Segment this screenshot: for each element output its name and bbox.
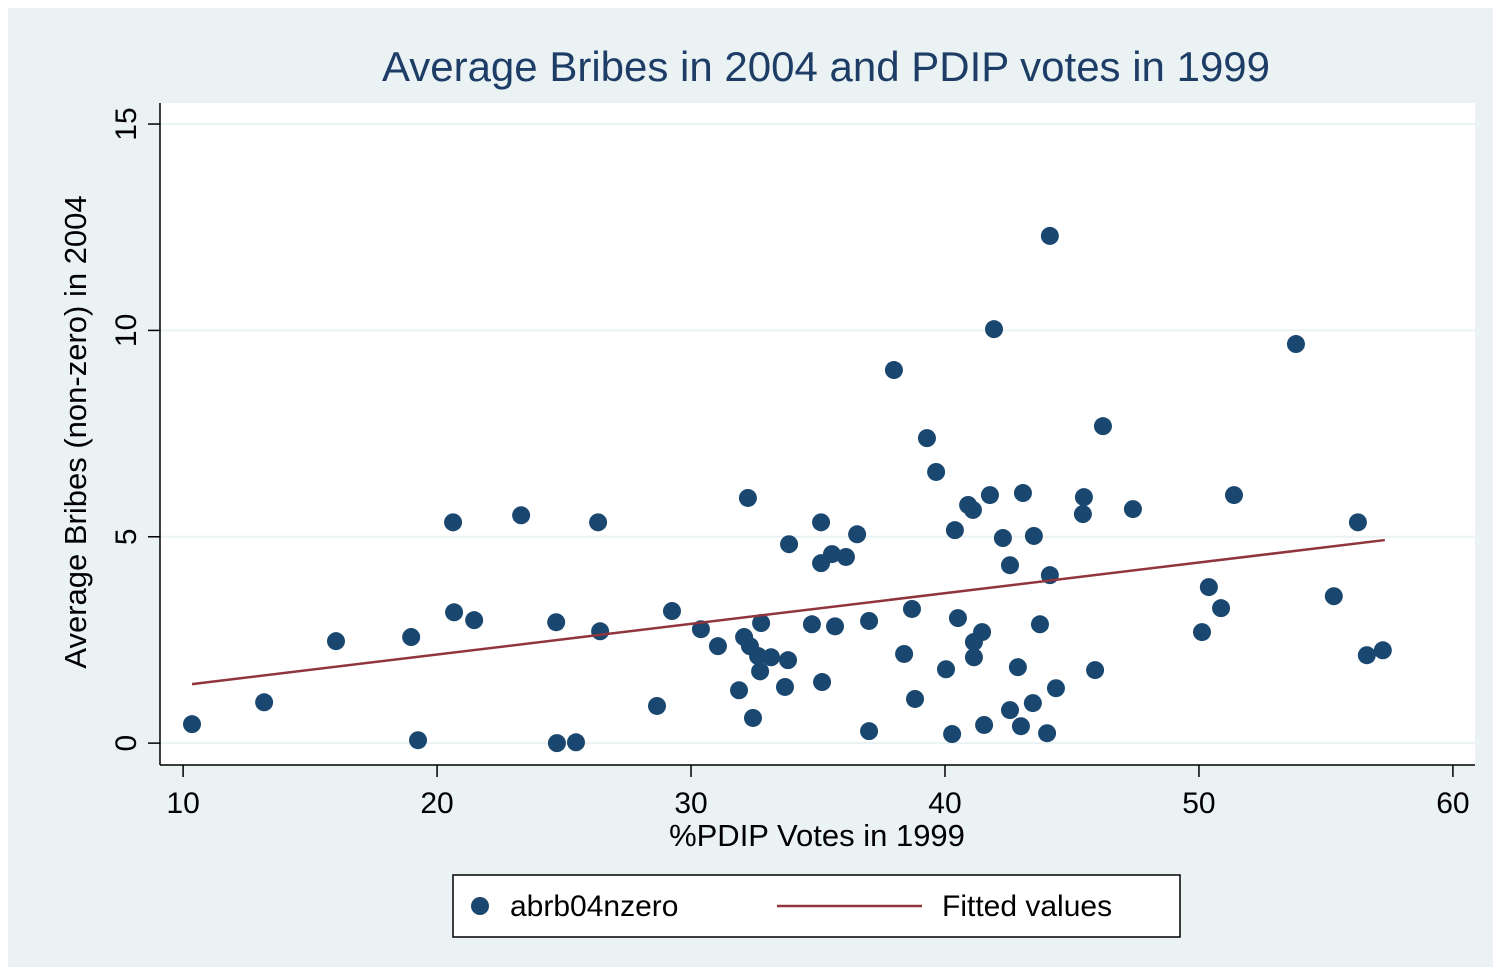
point: [945, 521, 964, 540]
point: [973, 623, 992, 642]
point: [860, 611, 879, 630]
point: [1199, 578, 1218, 597]
point: [1123, 500, 1142, 519]
x-tick-label: 60: [1436, 787, 1469, 820]
point: [836, 547, 855, 566]
point: [848, 525, 867, 544]
legend-marker: [471, 897, 489, 915]
point: [512, 506, 531, 525]
y-axis-title: Average Bribes (non-zero) in 2004: [58, 195, 93, 668]
point: [1001, 701, 1020, 720]
point: [566, 733, 585, 752]
point: [591, 622, 610, 641]
point: [937, 660, 956, 679]
fit-line: [191, 538, 1385, 686]
point: [751, 662, 770, 681]
x-tick-label: 30: [674, 787, 707, 820]
point: [589, 513, 608, 532]
point: [402, 628, 421, 647]
point: [943, 725, 962, 744]
point: [948, 609, 967, 628]
y-tick-label: 15: [110, 107, 143, 140]
point: [980, 486, 999, 505]
legend-label: abrb04nzero: [510, 890, 678, 923]
y-tick-label: 0: [110, 735, 143, 752]
legend-label: Fitted values: [942, 890, 1112, 923]
point: [1224, 486, 1243, 505]
point: [1324, 587, 1343, 606]
point: [743, 708, 762, 727]
point: [547, 613, 566, 632]
point: [780, 535, 799, 554]
point: [985, 320, 1004, 339]
point: [465, 611, 484, 630]
plot-area: [160, 103, 1475, 765]
point: [917, 429, 936, 448]
point: [691, 620, 710, 639]
point: [326, 632, 345, 651]
point: [1023, 694, 1042, 713]
point: [906, 689, 925, 708]
point: [1286, 335, 1305, 354]
point: [1030, 615, 1049, 634]
point: [708, 637, 727, 656]
point: [860, 722, 879, 741]
point: [1024, 526, 1043, 545]
point: [1008, 658, 1027, 677]
point: [647, 696, 666, 715]
point: [1011, 717, 1030, 736]
point: [812, 513, 831, 532]
point: [1212, 599, 1231, 618]
x-tick-label: 10: [166, 787, 199, 820]
point: [813, 673, 832, 692]
point: [902, 599, 921, 618]
y-tick-label: 5: [110, 528, 143, 545]
point: [1040, 226, 1059, 245]
point: [1357, 646, 1376, 665]
point: [1373, 641, 1392, 660]
point: [1192, 623, 1211, 642]
point: [779, 651, 798, 670]
point: [752, 614, 771, 633]
point: [1038, 724, 1057, 743]
point: [1093, 417, 1112, 436]
point: [775, 677, 794, 696]
point: [826, 617, 845, 636]
point: [1001, 556, 1020, 575]
point: [895, 644, 914, 663]
point: [182, 715, 201, 734]
point: [1348, 513, 1367, 532]
point: [1013, 484, 1032, 503]
chart-title: Average Bribes in 2004 and PDIP votes in…: [382, 43, 1270, 90]
point: [993, 529, 1012, 548]
point: [1046, 679, 1065, 698]
point: [445, 603, 464, 622]
point: [255, 693, 274, 712]
point: [964, 648, 983, 667]
point: [975, 715, 994, 734]
point: [409, 731, 428, 750]
point: [444, 513, 463, 532]
x-tick-label: 20: [420, 787, 453, 820]
point: [749, 647, 768, 666]
point: [1086, 661, 1105, 680]
x-tick-label: 40: [928, 787, 961, 820]
point: [1074, 488, 1093, 507]
point: [547, 734, 566, 753]
point: [963, 500, 982, 519]
point: [802, 615, 821, 634]
point: [738, 488, 757, 507]
point: [662, 602, 681, 621]
x-axis-title: %PDIP Votes in 1999: [669, 818, 965, 853]
point: [730, 681, 749, 700]
point: [884, 361, 903, 380]
y-tick-label: 10: [110, 314, 143, 347]
x-tick-label: 50: [1182, 787, 1215, 820]
point: [822, 545, 841, 564]
point: [927, 462, 946, 481]
point: [1073, 505, 1092, 524]
point: [762, 648, 781, 667]
